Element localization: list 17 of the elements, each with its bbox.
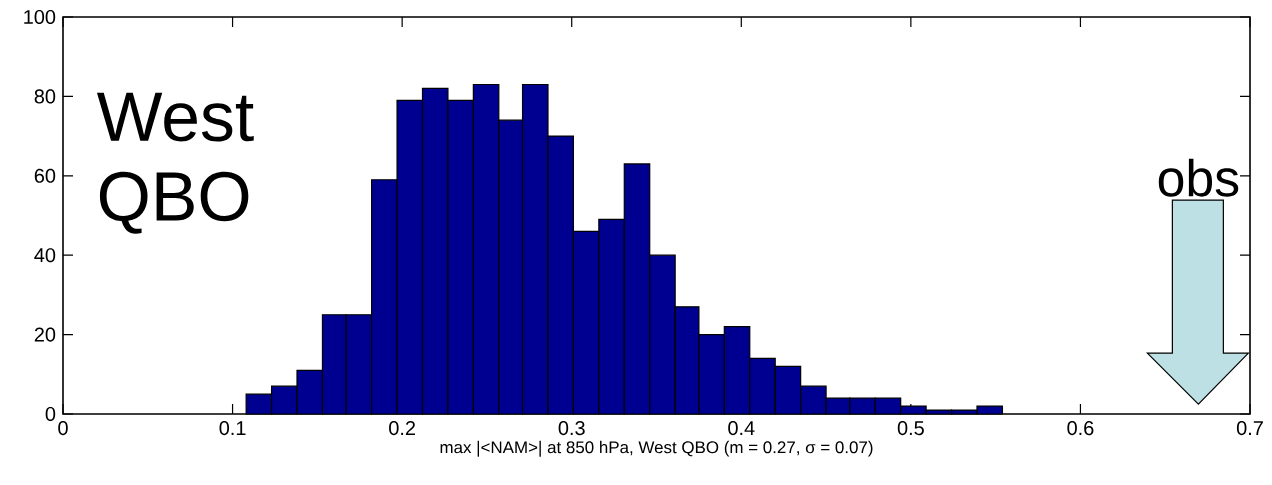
x-tick-label: 0.7 bbox=[1236, 421, 1263, 436]
x-tick-label: 0.2 bbox=[389, 421, 416, 436]
x-tick-label: 0.3 bbox=[558, 421, 585, 436]
y-tick-label: 80 bbox=[34, 89, 56, 104]
x-tick-label: 0 bbox=[58, 421, 68, 436]
x-tick-label: 0.5 bbox=[897, 421, 924, 436]
y-tick-label: 0 bbox=[45, 406, 56, 422]
x-axis-title: max |<NAM>| at 850 hPa, West QBO (m = 0.27, σ = 0.07) bbox=[440, 440, 873, 457]
y-tick-label: 40 bbox=[34, 248, 56, 263]
y-tick-label: 60 bbox=[34, 168, 56, 183]
x-tick-label: 0.4 bbox=[728, 421, 755, 436]
annotation: West QBO bbox=[96, 92, 254, 234]
y-tick-label: 20 bbox=[34, 327, 56, 342]
annotation: obs bbox=[1158, 158, 1239, 197]
x-tick-label: 0.6 bbox=[1067, 421, 1094, 436]
y-tick-label: 100 bbox=[24, 9, 56, 25]
x-tick-label: 0.1 bbox=[219, 421, 246, 436]
